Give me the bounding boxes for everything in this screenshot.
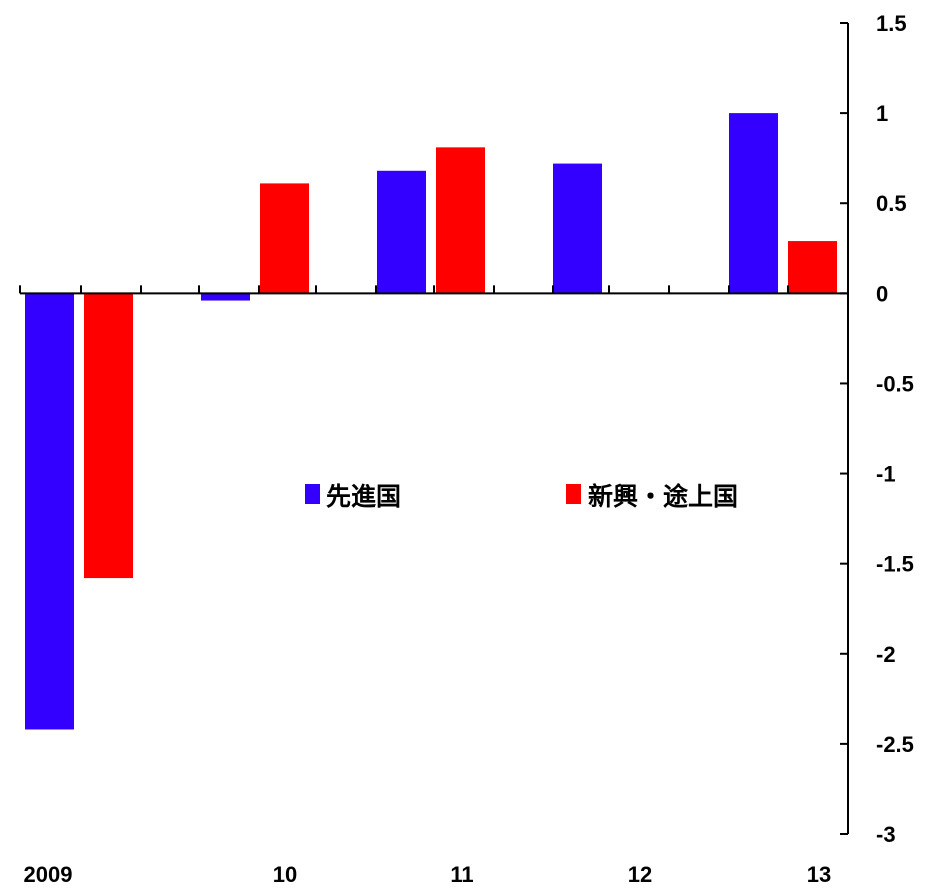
bar-13-series-0 bbox=[729, 113, 778, 294]
y-axis-tick-labels: 1.5 1 0.5 0 -0.5 -1 -1.5 -2 -2.5 -3 bbox=[876, 11, 914, 847]
y-tick-label-7: -2 bbox=[876, 642, 896, 667]
y-tick-label-9: -3 bbox=[876, 822, 896, 847]
bar-10-series-0 bbox=[201, 293, 250, 301]
y-tick-label-2: 0.5 bbox=[876, 191, 907, 216]
y-tick-label-4: -0.5 bbox=[876, 371, 914, 396]
x-axis-tick-labels: 2009 10 11 12 13 bbox=[24, 862, 832, 887]
bar-2009-series-1 bbox=[84, 293, 133, 579]
bar-12-series-0 bbox=[553, 163, 602, 294]
x-tick-label-10: 10 bbox=[273, 862, 297, 887]
bar-2009-series-0 bbox=[25, 293, 74, 730]
legend-swatch-series-1 bbox=[566, 484, 581, 504]
bar-10-series-1 bbox=[260, 183, 309, 294]
bar-11-series-1 bbox=[436, 147, 485, 294]
y-axis-ticks bbox=[840, 22, 848, 835]
y-tick-label-6: -1.5 bbox=[876, 552, 914, 577]
y-tick-label-5: -1 bbox=[876, 462, 896, 487]
x-tick-label-11: 11 bbox=[450, 862, 473, 887]
bars-group bbox=[25, 113, 837, 730]
y-tick-label-1: 1 bbox=[876, 101, 888, 126]
y-tick-label-3: 0 bbox=[876, 281, 888, 306]
x-tick-label-13: 13 bbox=[807, 862, 831, 887]
legend-label-series-0: 先進国 bbox=[326, 482, 401, 511]
legend: 先進国 新興・途上国 bbox=[305, 482, 738, 511]
x-axis-ticks bbox=[19, 285, 849, 294]
bar-11-series-0 bbox=[377, 170, 426, 294]
legend-swatch-series-0 bbox=[305, 484, 320, 504]
y-tick-label-8: -2.5 bbox=[876, 732, 914, 757]
x-tick-label-2009: 2009 bbox=[24, 862, 73, 887]
x-tick-label-12: 12 bbox=[628, 862, 652, 887]
y-tick-label-0: 1.5 bbox=[876, 11, 907, 36]
bar-13-series-1 bbox=[788, 241, 837, 294]
legend-label-series-1: 新興・途上国 bbox=[588, 482, 738, 511]
